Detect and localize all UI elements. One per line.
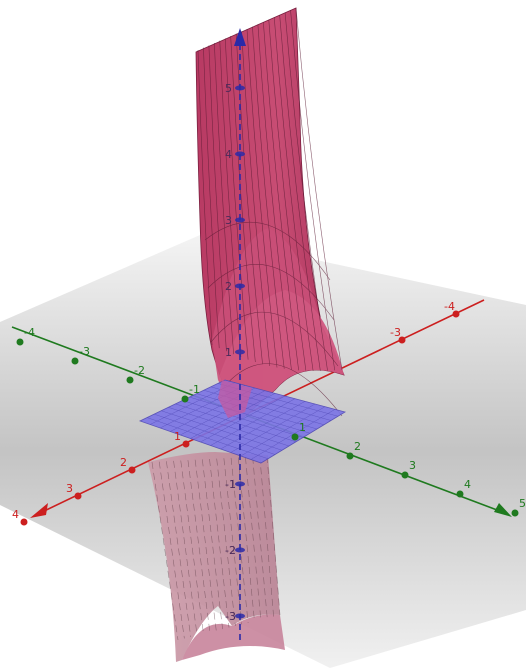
x-tick-label: -3 xyxy=(390,326,401,339)
y-tick-label: 1 xyxy=(299,421,306,434)
y-tick--2 xyxy=(126,376,134,384)
z-tick-label: -3 xyxy=(225,610,236,623)
y-tick-label: 3 xyxy=(409,459,416,472)
z-tick--3 xyxy=(235,613,245,619)
z-tick-5 xyxy=(235,85,245,91)
x-tick--4 xyxy=(452,310,460,318)
x-tick-label: 1 xyxy=(174,430,181,443)
x-tick-3 xyxy=(74,492,82,500)
y-tick--3 xyxy=(71,357,79,365)
z-tick-label: 5 xyxy=(225,82,232,95)
z-tick-label: 4 xyxy=(225,148,232,161)
y-tick-1 xyxy=(291,433,299,441)
z-tick--1 xyxy=(235,481,245,487)
x-tick-label: 2 xyxy=(120,456,127,469)
z-tick-4 xyxy=(235,151,245,157)
y-tick-2 xyxy=(346,452,354,460)
z-tick-label: -1 xyxy=(225,478,236,491)
x-tick-label: 3 xyxy=(66,482,73,495)
z-tick-label: 3 xyxy=(225,214,232,227)
y-tick-5 xyxy=(511,509,519,517)
y-tick-label: -2 xyxy=(134,364,145,377)
z-axis xyxy=(234,28,246,640)
origin-patch xyxy=(218,380,252,418)
x-tick-4 xyxy=(20,518,28,526)
x-tick-1 xyxy=(182,440,190,448)
z-tick-1 xyxy=(235,349,245,355)
x-tick-label: -4 xyxy=(444,300,455,313)
z-tick-label: -2 xyxy=(225,544,236,557)
x-axis-arrow-icon xyxy=(30,503,48,518)
z-tick-label: 1 xyxy=(225,346,232,359)
surface-lower[interactable] xyxy=(148,452,285,662)
y-tick-label: 4 xyxy=(464,478,471,491)
x-tick-label: 4 xyxy=(12,508,19,521)
z-tick--2 xyxy=(235,547,245,553)
surface-upper[interactable] xyxy=(195,7,345,421)
z-tick-2 xyxy=(235,283,245,289)
y-tick-label: -4 xyxy=(24,326,35,339)
y-tick-label: -1 xyxy=(189,383,200,396)
z-axis-arrow-icon xyxy=(234,28,246,46)
y-tick-3 xyxy=(401,471,409,479)
y-tick--1 xyxy=(181,395,189,403)
y-tick-label: 2 xyxy=(354,440,361,453)
x-tick-2 xyxy=(128,466,136,474)
y-tick-4 xyxy=(456,490,464,498)
z-tick-label: 2 xyxy=(225,280,232,293)
y-tick-label: 5 xyxy=(519,497,526,510)
y-axis-arrow-icon xyxy=(494,503,512,517)
y-tick--4 xyxy=(16,338,24,346)
y-tick-label: -3 xyxy=(79,345,90,358)
x-tick--3 xyxy=(398,336,406,344)
xy-plane-grid[interactable] xyxy=(138,379,347,464)
z-tick-3 xyxy=(235,217,245,223)
